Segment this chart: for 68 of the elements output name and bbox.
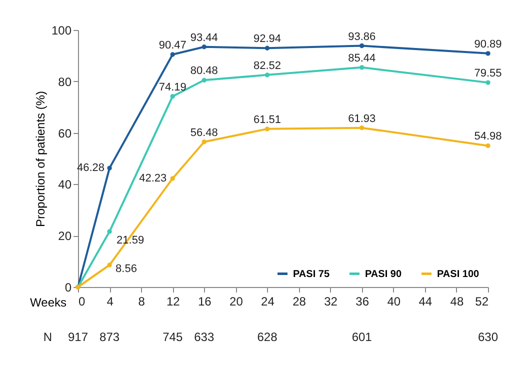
- point: [202, 78, 206, 83]
- x-tick-label: 44: [418, 294, 432, 308]
- data-label: 90.47: [158, 39, 186, 52]
- point: [107, 229, 112, 234]
- point: [202, 44, 206, 50]
- data-label: 8.56: [116, 263, 137, 275]
- x-tick-label: 4: [106, 294, 114, 308]
- data-label: 54.98: [474, 130, 502, 143]
- x-axis-title: Weeks: [30, 296, 66, 310]
- data-label: 82.52: [253, 60, 281, 72]
- point: [360, 43, 364, 48]
- y-tick-label: 40: [58, 178, 72, 192]
- y-tick-label: 100: [51, 24, 72, 38]
- point: [107, 262, 112, 268]
- x-tick-label: 0: [78, 294, 86, 308]
- point: [486, 143, 490, 148]
- x-tick-label: 8: [138, 294, 146, 308]
- x-tick-label: 32: [324, 294, 338, 308]
- text: 628: [257, 330, 278, 344]
- x-tick-label: 12: [166, 294, 180, 308]
- point: [170, 94, 175, 99]
- data-label: 90.89: [474, 38, 502, 50]
- text: 917: [68, 330, 88, 344]
- data-label: 80.48: [190, 65, 218, 78]
- data-label: 85.44: [348, 52, 376, 64]
- point: [202, 140, 206, 144]
- x-tick-label: 28: [292, 294, 306, 308]
- data-label: 93.86: [348, 30, 376, 43]
- legend-label: PASI 75: [293, 268, 330, 280]
- x-tick-label: 52: [475, 294, 489, 308]
- point: [486, 51, 490, 56]
- x-tick-label: 20: [230, 294, 244, 308]
- x-tick-label: 36: [356, 294, 370, 308]
- x-tick-label: 40: [387, 294, 401, 308]
- legend-label: PASI 90: [365, 268, 402, 280]
- text: 745: [162, 330, 183, 344]
- data-label: 74.19: [158, 81, 186, 94]
- point: [107, 166, 112, 170]
- text: N: [43, 330, 52, 344]
- point: [264, 72, 270, 78]
- text: 633: [194, 330, 214, 344]
- data-label: 56.48: [190, 126, 218, 139]
- y-tick-label: 20: [58, 229, 72, 244]
- x-tick-label: 24: [261, 294, 275, 308]
- data-label: 92.94: [253, 33, 281, 46]
- legend-label: PASI 100: [437, 268, 480, 280]
- point: [170, 52, 175, 57]
- data-label: 61.93: [348, 112, 376, 125]
- data-label: 42.23: [139, 172, 167, 184]
- x-tick-label: 48: [450, 294, 464, 308]
- point: [170, 176, 175, 181]
- data-label: 46.28: [77, 162, 105, 174]
- point: [486, 80, 490, 85]
- text: 873: [100, 330, 120, 344]
- x-tick-label: 16: [198, 294, 212, 308]
- data-label: 93.44: [190, 32, 218, 44]
- y-tick-label: 60: [58, 126, 72, 140]
- y-tick-label: 0: [64, 280, 72, 294]
- point: [360, 65, 364, 70]
- data-label: 79.55: [474, 68, 502, 80]
- point: [264, 126, 270, 132]
- point: [264, 46, 270, 50]
- text: 601: [352, 330, 372, 344]
- y-axis-title: Proportion of patients (%): [33, 90, 48, 228]
- y-tick-label: 80: [58, 74, 72, 89]
- data-label: 61.51: [253, 114, 281, 126]
- text: 630: [478, 330, 498, 344]
- point: [360, 126, 364, 130]
